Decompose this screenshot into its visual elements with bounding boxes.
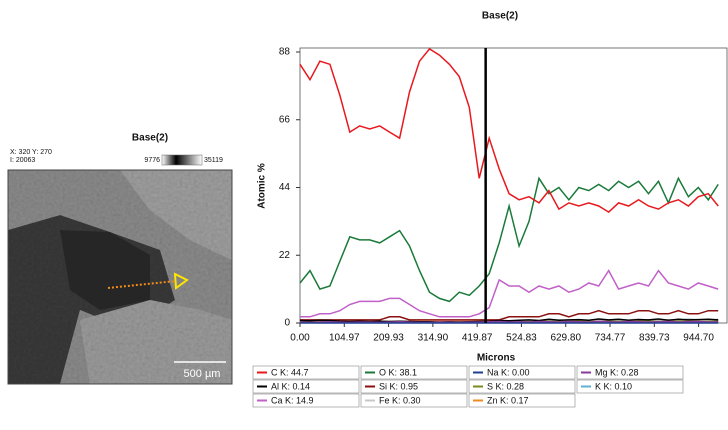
y-tick-label: 44 <box>279 182 291 193</box>
legend-label: K K: 0.10 <box>595 381 632 391</box>
y-tick-label: 66 <box>279 114 291 125</box>
legend-box <box>360 365 468 380</box>
x-axis-label: Microns <box>477 353 516 364</box>
legend-box <box>468 379 576 394</box>
image-title: Base(2) <box>132 133 168 144</box>
x-tick-label: 314.90 <box>418 333 449 344</box>
legend-box <box>252 379 360 394</box>
legend-box <box>252 365 360 380</box>
legend-box <box>252 393 360 408</box>
legend-box <box>576 379 684 394</box>
y-axis-label: Atomic % <box>257 163 268 209</box>
y-tick-label: 22 <box>279 250 291 261</box>
y-tick-label: 0 <box>284 318 290 329</box>
x-tick-label: 734.77 <box>595 333 626 344</box>
x-tick-label: 629.80 <box>550 333 581 344</box>
x-tick-label: 524.83 <box>506 333 537 344</box>
legend-box <box>360 393 468 408</box>
chart-title: Base(2) <box>482 11 518 22</box>
scale-max: 35119 <box>204 157 223 164</box>
x-tick-label: 209.93 <box>373 333 404 344</box>
legend-label: Si K: 0.95 <box>379 381 418 391</box>
legend-label: Ca K: 14.9 <box>271 395 314 405</box>
series-line <box>299 176 719 303</box>
scale-min: 9776 <box>144 157 160 164</box>
scale-bar-label: 500 µm <box>184 368 221 380</box>
legend-box <box>468 365 576 380</box>
legend-label: Zn K: 0.17 <box>487 395 529 405</box>
legend-box <box>468 393 576 408</box>
legend-label: Na K: 0.00 <box>487 367 530 377</box>
image-coords: X: 320 Y: 270 <box>10 149 52 156</box>
legend-box <box>360 379 468 394</box>
sem-image: 500 µm <box>8 170 232 384</box>
series-line <box>299 320 719 324</box>
legend-label: C K: 44.7 <box>271 367 309 377</box>
x-tick-label: 104.97 <box>329 333 360 344</box>
x-tick-label: 419.87 <box>462 333 493 344</box>
legend-label: O K: 38.1 <box>379 367 417 377</box>
series-line <box>300 309 719 321</box>
series-line <box>299 47 719 214</box>
series-line <box>300 269 719 318</box>
legend-label: S K: 0.28 <box>487 381 524 391</box>
x-tick-label: 839.73 <box>639 333 670 344</box>
image-intensity: I: 20063 <box>10 157 35 164</box>
legend-box <box>576 365 684 380</box>
x-tick-label: 0.00 <box>290 333 310 344</box>
x-tick-label: 944.70 <box>683 333 714 344</box>
plot-area <box>299 47 728 324</box>
legend-label: Fe K: 0.30 <box>379 395 421 405</box>
legend-label: Al K: 0.14 <box>271 381 310 391</box>
y-tick-label: 88 <box>279 47 291 58</box>
image-frame <box>7 169 233 385</box>
color-bar <box>161 154 203 166</box>
legend-label: Mg K: 0.28 <box>595 367 639 377</box>
